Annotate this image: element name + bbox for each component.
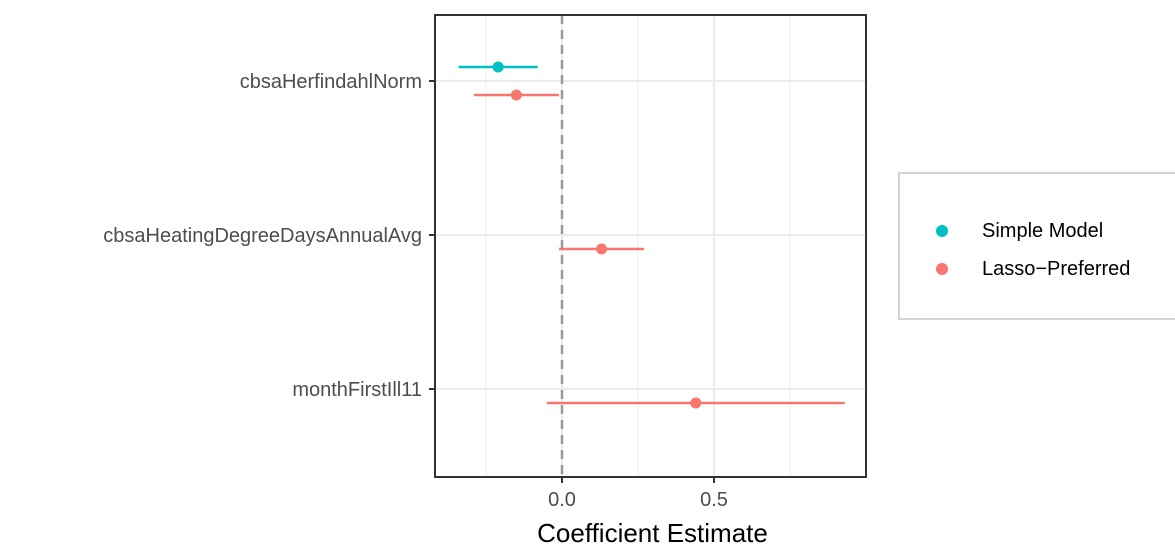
legend-key-dot bbox=[936, 263, 948, 275]
data-point bbox=[492, 61, 504, 73]
data-point bbox=[510, 89, 522, 101]
data-point bbox=[596, 243, 608, 255]
legend-key-dot bbox=[936, 225, 948, 237]
panel-border bbox=[434, 14, 867, 478]
legend-item: Lasso−Preferred bbox=[900, 254, 1130, 284]
y-tick-label: monthFirstIll11 bbox=[292, 379, 422, 401]
y-tick-label: cbsaHeatingDegreeDaysAnnualAvg bbox=[103, 225, 422, 247]
grid-layer bbox=[435, 15, 866, 477]
x-tick-label: 0.0 bbox=[548, 489, 576, 511]
legend: Simple Model Lasso−Preferred bbox=[898, 172, 1175, 320]
axis-layer: 0.0 0.5 cbsaHerfindahlNorm cbsaHeatingDegre… bbox=[103, 71, 728, 511]
legend-item: Simple Model bbox=[900, 216, 1103, 246]
y-tick-label: cbsaHerfindahlNorm bbox=[240, 71, 422, 93]
legend-label: Lasso−Preferred bbox=[982, 257, 1131, 280]
legend-label: Simple Model bbox=[982, 219, 1104, 242]
data-layer bbox=[458, 61, 845, 409]
x-axis-title: Coefficient Estimate bbox=[537, 518, 768, 548]
data-point bbox=[690, 397, 702, 409]
x-tick-label: 0.5 bbox=[700, 489, 728, 511]
